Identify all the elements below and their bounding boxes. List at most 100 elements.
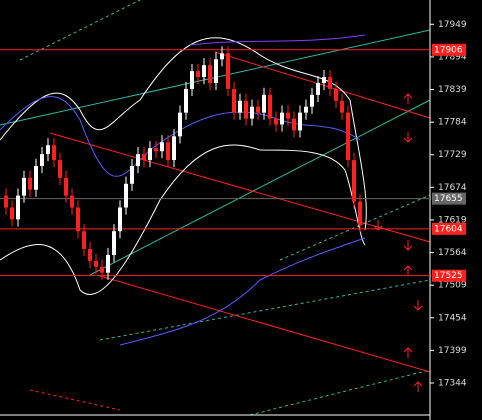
y-tick-label: 17839 xyxy=(438,85,467,95)
price-label-box xyxy=(432,192,466,205)
signal-arrows xyxy=(373,93,423,392)
price-label-box xyxy=(432,269,466,282)
candle-body xyxy=(166,142,170,161)
candle-body xyxy=(220,53,224,60)
candle-body xyxy=(106,254,110,273)
candle-body xyxy=(10,207,14,220)
bollinger-lower xyxy=(0,144,366,295)
trend-line xyxy=(49,132,431,243)
channel xyxy=(99,279,431,341)
candle-body xyxy=(118,207,122,232)
candle-body xyxy=(316,83,320,95)
trend-line xyxy=(214,51,431,119)
candle-body xyxy=(274,118,278,125)
bollinger-upper xyxy=(0,37,367,231)
candle-body xyxy=(178,112,182,137)
channel xyxy=(89,99,431,276)
moving-average xyxy=(119,237,366,346)
arrow-up xyxy=(403,347,413,358)
y-tick-label: 17784 xyxy=(438,118,467,128)
arrow-up xyxy=(403,265,413,276)
candle-body xyxy=(244,100,248,119)
y-tick-label: 17949 xyxy=(438,20,467,30)
candle-body xyxy=(184,88,188,113)
arrow-down xyxy=(403,240,413,251)
indicators xyxy=(0,0,431,416)
candle-body xyxy=(238,100,242,113)
candle-body xyxy=(328,77,332,89)
candle-body xyxy=(322,77,326,83)
candle-body xyxy=(256,106,260,113)
channel xyxy=(19,0,141,61)
y-tick-label: 17344 xyxy=(438,378,467,388)
candle-body xyxy=(58,160,62,178)
price-label: 17604 xyxy=(434,224,463,234)
candle-body xyxy=(22,177,26,196)
y-tick-label: 17729 xyxy=(438,150,467,160)
y-tick-label: 17564 xyxy=(438,248,467,258)
candle-body xyxy=(148,148,152,161)
arrow-down xyxy=(373,220,383,231)
candle-body xyxy=(46,145,50,155)
candle-body xyxy=(352,160,356,202)
candle-body xyxy=(94,260,98,267)
candle-body xyxy=(40,154,44,166)
candle-body xyxy=(202,65,206,78)
y-tick-label: 17399 xyxy=(438,346,467,356)
candle-body xyxy=(232,88,236,113)
candle-body xyxy=(64,177,68,196)
candle-body xyxy=(112,231,116,255)
candle-body xyxy=(172,136,176,161)
candle-body xyxy=(130,166,134,184)
candle-body xyxy=(340,100,344,113)
channel xyxy=(249,369,431,416)
candle-body xyxy=(196,71,200,78)
candle-body xyxy=(70,195,74,208)
candle-body xyxy=(136,154,140,166)
candle-body xyxy=(34,166,38,190)
candle-body xyxy=(250,106,254,119)
candle-body xyxy=(208,65,212,83)
candle-body xyxy=(100,266,104,273)
trend-line xyxy=(99,275,431,373)
candle-body xyxy=(286,112,290,119)
y-tick-label: 17619 xyxy=(438,215,467,225)
candle-body xyxy=(28,177,32,190)
candle-body xyxy=(76,207,80,232)
candle-body xyxy=(346,112,350,161)
candle-body xyxy=(310,94,314,107)
arrow-up xyxy=(413,381,423,392)
candle-body xyxy=(154,148,158,152)
candle-body xyxy=(280,112,284,125)
y-tick-label: 17509 xyxy=(438,281,467,291)
arrow-down xyxy=(403,132,413,143)
y-tick-label: 17894 xyxy=(438,52,467,62)
candle-body xyxy=(82,231,86,249)
candle-body xyxy=(124,183,128,208)
arrow-up xyxy=(403,93,413,104)
y-tick-label: 17454 xyxy=(438,313,467,323)
candle-body xyxy=(4,195,8,208)
candle-body xyxy=(160,142,164,152)
candle-body xyxy=(358,201,362,226)
candle-body xyxy=(214,59,218,83)
candle-body xyxy=(190,71,194,89)
price-label-box xyxy=(432,43,466,56)
candle-body xyxy=(334,88,338,101)
candle-body xyxy=(268,94,272,119)
candle-body xyxy=(142,154,146,161)
candle-body xyxy=(88,249,92,261)
moving-average xyxy=(189,34,366,46)
price-label: 17525 xyxy=(434,271,463,281)
candle-body xyxy=(52,145,56,161)
candle-body xyxy=(292,118,296,131)
y-tick-label: 17674 xyxy=(438,183,467,193)
price-label: 17906 xyxy=(434,45,463,55)
candle-body xyxy=(16,195,20,220)
candle-body xyxy=(226,53,230,89)
price-label: 17655 xyxy=(434,194,463,204)
candle-body xyxy=(262,94,266,113)
arrow-down xyxy=(413,300,423,311)
